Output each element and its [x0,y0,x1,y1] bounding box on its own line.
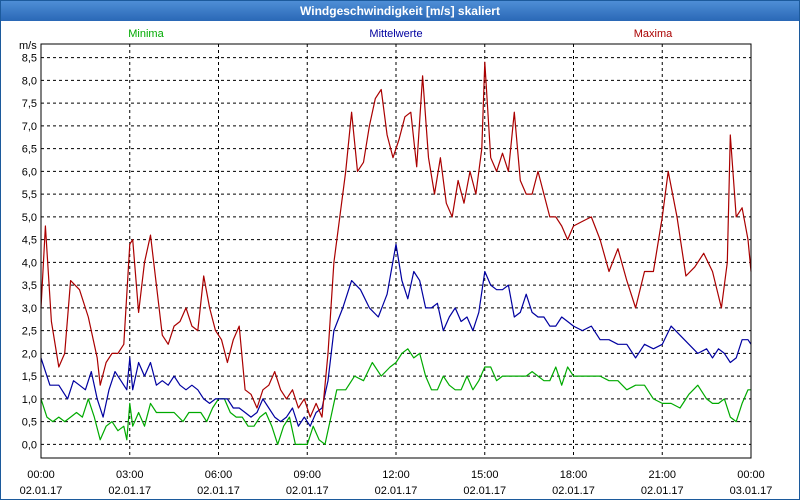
x-tick-time-label: 21:00 [648,469,676,481]
x-tick-time-label: 03:00 [116,469,144,481]
series-line-minima [40,348,751,445]
y-tick-label: 8,5 [22,53,37,65]
y-tick-label: 5,0 [22,212,37,224]
x-tick-date-label: 02.01.17 [108,485,151,497]
legend-item-minima: Minima [128,28,164,40]
y-tick-label: 0,0 [22,439,37,451]
x-tick-date-label: 02.01.17 [197,485,240,497]
x-tick-time-label: 18:00 [560,469,588,481]
y-tick-label: 3,5 [22,280,37,292]
y-tick-label: 7,0 [22,121,37,133]
legend: Minima Mittelwerte Maxima [128,28,673,40]
x-tick-time-label: 00:00 [27,469,55,481]
y-tick-label: 6,5 [22,144,37,156]
wind-speed-line-chart: Minima Mittelwerte Maxima m/s 0,0 0,5 1,0 1,5… [19,28,773,497]
y-tick-label: 3,0 [22,303,37,315]
x-tick-time-label: 12:00 [382,469,410,481]
y-tick-label: 1,5 [22,371,37,383]
y-axis: 0,0 0,5 1,0 1,5 2,0 2,5 3,0 3,5 4,0 4,5 5,0 5,5 6,0 6… [22,53,37,452]
y-tick-label: 1,0 [22,394,37,406]
x-tick-date-label: 02.01.17 [552,485,595,497]
x-tick-time-label: 00:00 [737,469,765,481]
x-tick-date-label: 02.01.17 [375,485,418,497]
y-tick-label: 7,5 [22,98,37,110]
legend-item-maxima: Maxima [634,28,673,40]
series-line-maxima [40,61,752,418]
y-tick-label: 4,0 [22,257,37,269]
y-tick-label: 2,0 [22,348,37,360]
y-tick-label: 8,0 [22,75,37,87]
x-tick-date-label: 02.01.17 [286,485,329,497]
legend-item-mittelwerte: Mittelwerte [369,28,422,40]
y-tick-label: 6,0 [22,166,37,178]
y-tick-label: 5,5 [22,189,37,201]
x-tick-time-label: 06:00 [205,469,233,481]
y-axis-unit-label: m/s [19,40,37,52]
y-tick-label: 4,5 [22,235,37,247]
x-tick-time-label: 15:00 [471,469,499,481]
plot-frame [40,43,752,459]
x-axis: 00:00 02.01.17 03:00 02.01.17 06:00 02.01.17 0… [20,469,773,497]
data-series [40,61,752,445]
y-tick-label: 2,5 [22,326,37,338]
chart-title: Windgeschwindigkeit [m/s] skaliert [1,1,799,21]
x-tick-date-label: 03.01.17 [730,485,773,497]
x-tick-time-label: 09:00 [293,469,321,481]
series-line-mittelwerte [40,243,752,427]
x-tick-date-label: 02.01.17 [641,485,684,497]
y-tick-label: 0,5 [22,417,37,429]
x-tick-date-label: 02.01.17 [463,485,506,497]
x-tick-date-label: 02.01.17 [20,485,63,497]
